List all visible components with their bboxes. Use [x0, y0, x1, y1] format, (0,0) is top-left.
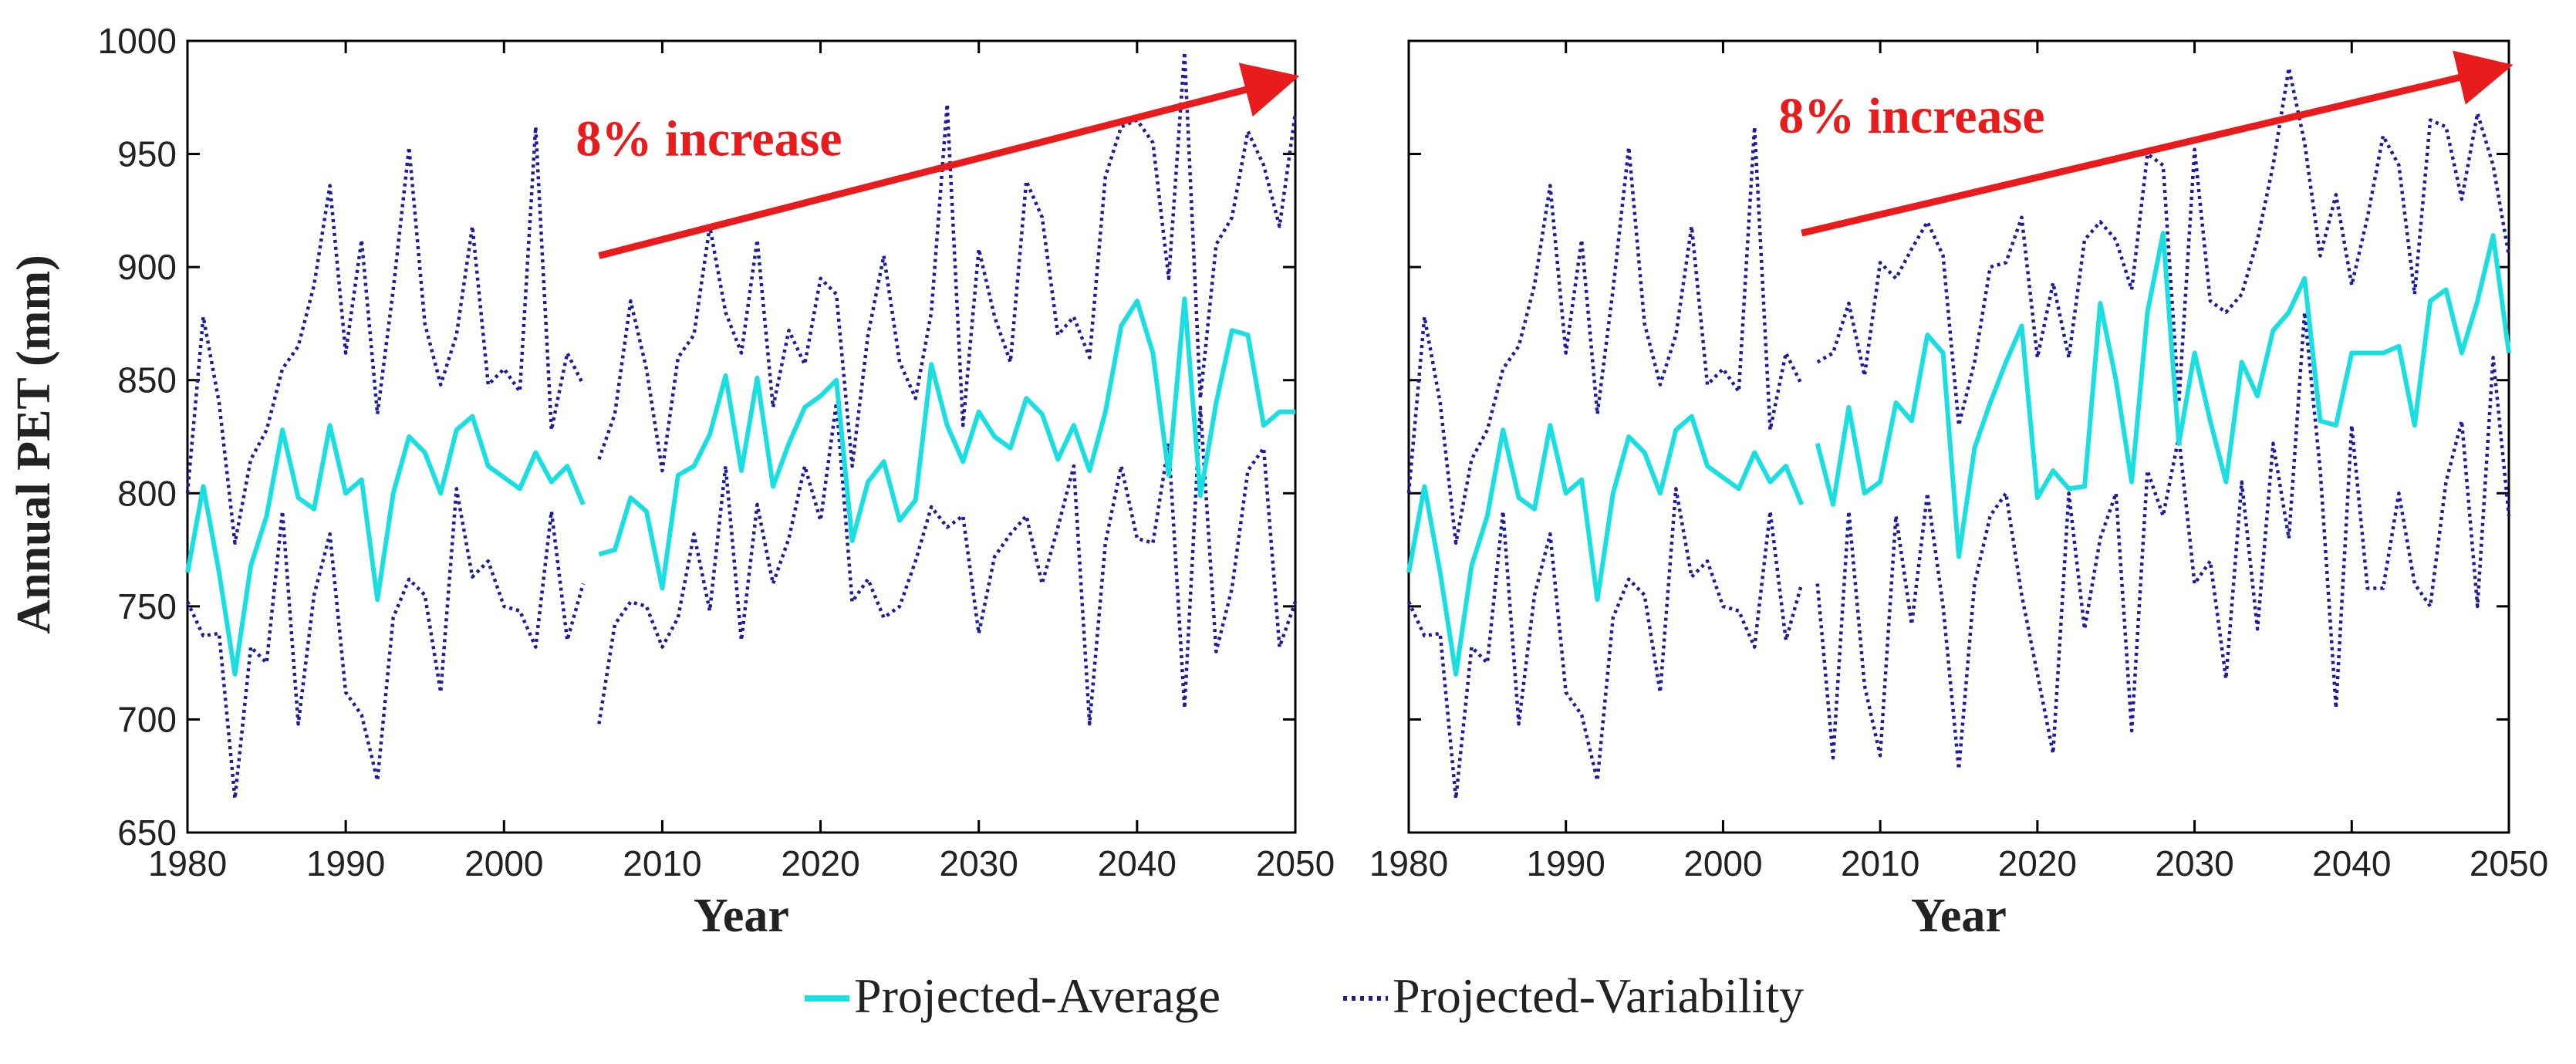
legend-label-variability: Projected-Variability	[1393, 968, 1804, 1023]
x-tick-label: 2020	[1998, 843, 2077, 883]
x-tick-label: 2040	[2312, 843, 2391, 883]
x-tick-label: 2050	[1256, 843, 1335, 883]
legend-label-average: Projected-Average	[854, 968, 1220, 1023]
panel-left: 650 700 750 800 850 900 950 1000 1980 1990 2000 201…	[98, 21, 1335, 942]
increase-arrow	[598, 62, 1300, 259]
series-line-variability	[185, 125, 585, 546]
y-tick-label: 750	[117, 586, 177, 627]
plot-frame	[186, 39, 1297, 834]
y-tick-label: 700	[117, 699, 177, 739]
legend: Projected-Average Projected-Variability	[805, 968, 1804, 1023]
series-line-average	[1406, 414, 1805, 677]
series-line-variability	[185, 487, 586, 801]
series-line-variability	[597, 400, 1298, 726]
x-tick-label: 2040	[1098, 843, 1177, 883]
series-line-average	[1815, 231, 2511, 559]
series-line-average	[185, 414, 586, 677]
annotation-label: 8% increase	[1778, 88, 2044, 144]
x-axis-title: Year	[694, 890, 789, 942]
y-tick-label: 900	[117, 247, 177, 287]
y-tick-label: 650	[117, 812, 177, 853]
x-tick-label: 1990	[1527, 843, 1605, 883]
increase-arrow	[1801, 50, 2514, 237]
y-tick-label: 850	[117, 360, 177, 400]
y-axis-title: Annual PET (mm)	[8, 255, 60, 634]
x-tick-label: 2030	[2155, 843, 2233, 883]
y-tick-label: 1000	[98, 21, 177, 61]
x-tick-label: 2050	[2470, 843, 2548, 883]
panels: 650 700 750 800 850 900 950 1000 1980 1990 2000 201…	[98, 21, 2549, 942]
series-line-average	[598, 296, 1295, 591]
annotation-label: 8% increase	[576, 110, 842, 167]
x-tick-label: 2000	[464, 843, 543, 883]
x-tick-label: 1980	[148, 843, 227, 883]
series-line-variability	[1815, 310, 2511, 772]
x-axis-title: Year	[1911, 890, 2007, 942]
x-tick-label: 2010	[623, 843, 701, 883]
y-tick-label: 950	[117, 134, 177, 174]
panel-right: 1980 1990 2000 2010 2020 2030 2040 2050 Year 8% i…	[1369, 39, 2548, 942]
x-tick-label: 2020	[781, 843, 859, 883]
x-tick-label: 1980	[1369, 843, 1448, 883]
x-tick-label: 1990	[306, 843, 385, 883]
plot-frame	[1407, 39, 2510, 834]
x-tick-label: 2010	[1841, 843, 1919, 883]
y-tick-label: 800	[117, 473, 177, 513]
series-line-variability	[1406, 487, 1804, 801]
x-tick-label: 2030	[940, 843, 1018, 883]
x-tick-label: 2000	[1683, 843, 1762, 883]
